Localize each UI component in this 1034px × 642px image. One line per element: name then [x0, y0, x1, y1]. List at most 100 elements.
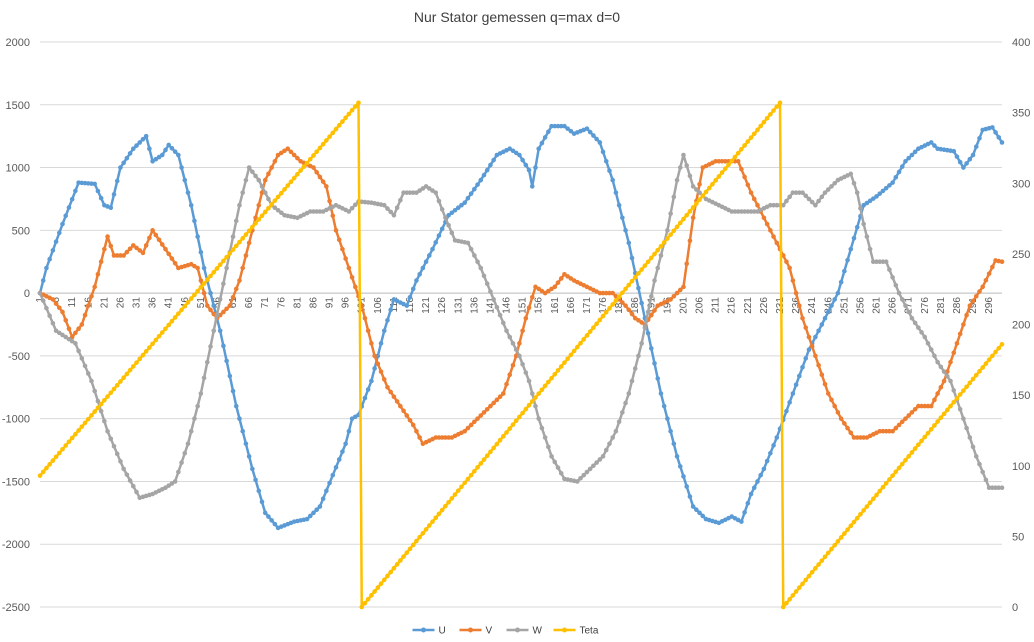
data-point-teta	[353, 104, 358, 109]
y-right-tick-label: 350	[1012, 108, 1030, 120]
data-point-w	[410, 190, 416, 195]
data-point-teta	[195, 288, 200, 294]
data-point-w	[105, 428, 110, 434]
data-point-v	[478, 413, 484, 418]
data-point-u	[124, 155, 130, 161]
data-point-u	[748, 491, 754, 497]
data-point-v	[472, 419, 477, 425]
data-point-w	[484, 281, 490, 286]
data-point-teta	[404, 550, 410, 555]
data-point-w	[124, 472, 130, 477]
data-point-v	[764, 221, 770, 227]
data-point-u	[912, 149, 918, 155]
data-point-v	[288, 149, 294, 155]
x-tick-label: 151	[518, 297, 529, 314]
data-point-teta	[671, 228, 677, 234]
data-point-w	[629, 378, 635, 384]
data-point-u	[867, 198, 873, 204]
data-point-w	[642, 325, 648, 330]
data-point-w	[613, 428, 619, 434]
data-point-teta	[661, 240, 667, 245]
data-point-teta	[948, 403, 953, 409]
data-point-v	[494, 397, 500, 403]
data-point-teta	[745, 139, 751, 144]
data-point-u	[549, 123, 554, 129]
data-point-v	[76, 326, 81, 331]
data-point-teta	[140, 352, 146, 358]
data-point-w	[964, 425, 969, 431]
data-point-v	[169, 256, 175, 261]
data-point-w	[82, 363, 88, 369]
data-point-u	[50, 248, 56, 253]
data-point-teta	[272, 198, 278, 203]
data-point-teta	[250, 224, 255, 230]
data-point-teta	[774, 104, 780, 109]
right-y-axis: 400 350 300 250 200 150 100 50 0	[1012, 37, 1030, 614]
data-point-w	[751, 209, 757, 214]
data-point-u	[211, 303, 217, 308]
x-tick-label: 141	[485, 297, 496, 314]
data-point-v	[964, 312, 969, 318]
data-point-teta	[504, 430, 509, 435]
data-point-v	[82, 312, 88, 318]
data-point-u	[314, 507, 320, 512]
data-point-w	[240, 190, 245, 195]
x-tick-label: 1	[35, 297, 46, 303]
data-point-u	[967, 156, 973, 162]
data-point-w	[594, 460, 599, 465]
data-point-teta	[706, 185, 712, 191]
data-point-teta	[211, 269, 217, 275]
data-point-v	[172, 260, 178, 266]
legend-label: U	[439, 626, 446, 637]
data-point-teta	[95, 405, 101, 411]
data-point-u	[143, 133, 149, 139]
data-point-u	[797, 373, 802, 379]
data-point-w	[205, 359, 210, 365]
data-point-teta	[935, 419, 940, 424]
data-point-v	[156, 237, 162, 243]
data-point-teta	[835, 539, 841, 544]
x-tick-label: 211	[711, 297, 722, 313]
data-point-teta	[192, 292, 197, 298]
data-point-u	[427, 253, 432, 258]
data-point-v	[159, 242, 165, 247]
y-left-tick-label: 0	[24, 288, 30, 300]
data-point-teta	[98, 401, 104, 407]
data-point-u	[92, 181, 97, 187]
data-point-teta	[455, 488, 461, 493]
data-point-u	[645, 330, 651, 336]
data-point-u	[594, 136, 599, 142]
data-point-v	[85, 303, 91, 308]
data-point-v	[137, 248, 143, 253]
data-point-teta	[645, 259, 651, 265]
data-point-teta	[655, 247, 661, 253]
data-point-u	[768, 450, 773, 456]
data-point-u	[854, 224, 860, 230]
data-point-v	[690, 215, 696, 221]
data-point-u	[208, 290, 213, 296]
data-point-v	[890, 428, 895, 434]
x-tick-label: 106	[373, 297, 384, 314]
data-point-v	[986, 271, 992, 276]
data-point-teta	[324, 138, 329, 143]
data-point-v	[784, 259, 789, 265]
data-point-teta	[513, 418, 519, 424]
data-point-teta	[63, 443, 69, 448]
data-point-u	[761, 466, 767, 472]
data-point-w	[825, 187, 831, 192]
data-point-v	[771, 234, 776, 239]
data-point-teta	[279, 190, 284, 196]
data-point-w	[108, 436, 114, 442]
data-point-w	[636, 353, 641, 359]
data-point-teta	[874, 492, 879, 498]
data-point-teta	[153, 337, 159, 343]
data-point-w	[996, 485, 1002, 491]
data-point-teta	[388, 569, 394, 575]
data-point-u	[600, 149, 606, 155]
data-point-v	[623, 303, 628, 308]
data-point-teta	[259, 213, 265, 219]
data-point-teta	[658, 243, 664, 249]
data-point-w	[504, 328, 509, 334]
data-point-w	[919, 330, 924, 335]
data-point-u	[465, 195, 471, 201]
